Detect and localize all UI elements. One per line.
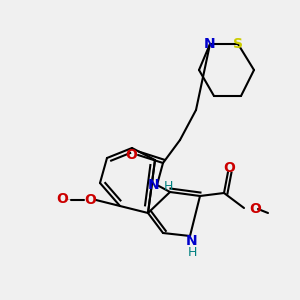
Text: H: H [163,179,173,193]
Text: O: O [56,192,68,206]
Text: S: S [233,37,243,51]
Text: O: O [223,161,235,175]
Text: H: H [187,245,197,259]
Text: N: N [148,178,160,192]
Text: O: O [84,193,96,207]
Text: O: O [125,148,137,162]
Text: O: O [249,202,261,216]
Text: N: N [204,37,216,51]
Text: methoxy: methoxy [66,199,72,200]
Text: N: N [186,234,198,248]
